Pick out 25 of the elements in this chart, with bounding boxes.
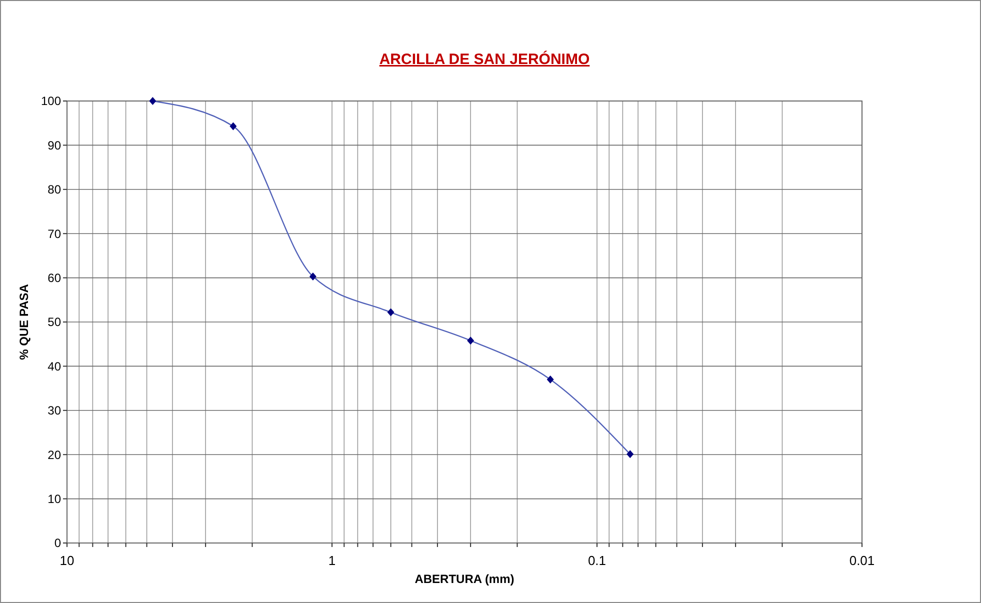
point	[626, 450, 634, 458]
point	[546, 375, 554, 384]
point	[309, 272, 316, 280]
x-axis-title: ABERTURA (mm)	[414, 572, 514, 586]
y-tick-label: 60	[48, 271, 62, 285]
y-tick-label: 100	[40, 94, 62, 108]
x-tick-label: 0.01	[849, 553, 875, 568]
x-tick-label: 1	[328, 553, 336, 568]
y-tick-label: 50	[48, 315, 62, 330]
point	[467, 336, 474, 345]
y-tick-label: 40	[48, 359, 62, 374]
y-tick-label: 70	[48, 226, 62, 241]
x-tick-label: 0.1	[588, 553, 606, 568]
y-tick-label: 20	[48, 448, 62, 462]
point	[230, 122, 237, 130]
point	[387, 308, 394, 316]
y-tick-label: 0	[54, 536, 62, 550]
y-tick-label: 10	[48, 492, 62, 506]
y-tick-label: 80	[48, 182, 62, 197]
point	[149, 97, 156, 105]
x-tick-label: 10	[60, 553, 74, 568]
y-tick-label: 30	[48, 404, 62, 418]
chart-title: ARCILLA DE SAN JERÓNIMO	[379, 50, 590, 68]
y-tick-label: 90	[48, 138, 62, 152]
y-axis-title: % QUE PASA	[17, 284, 31, 360]
